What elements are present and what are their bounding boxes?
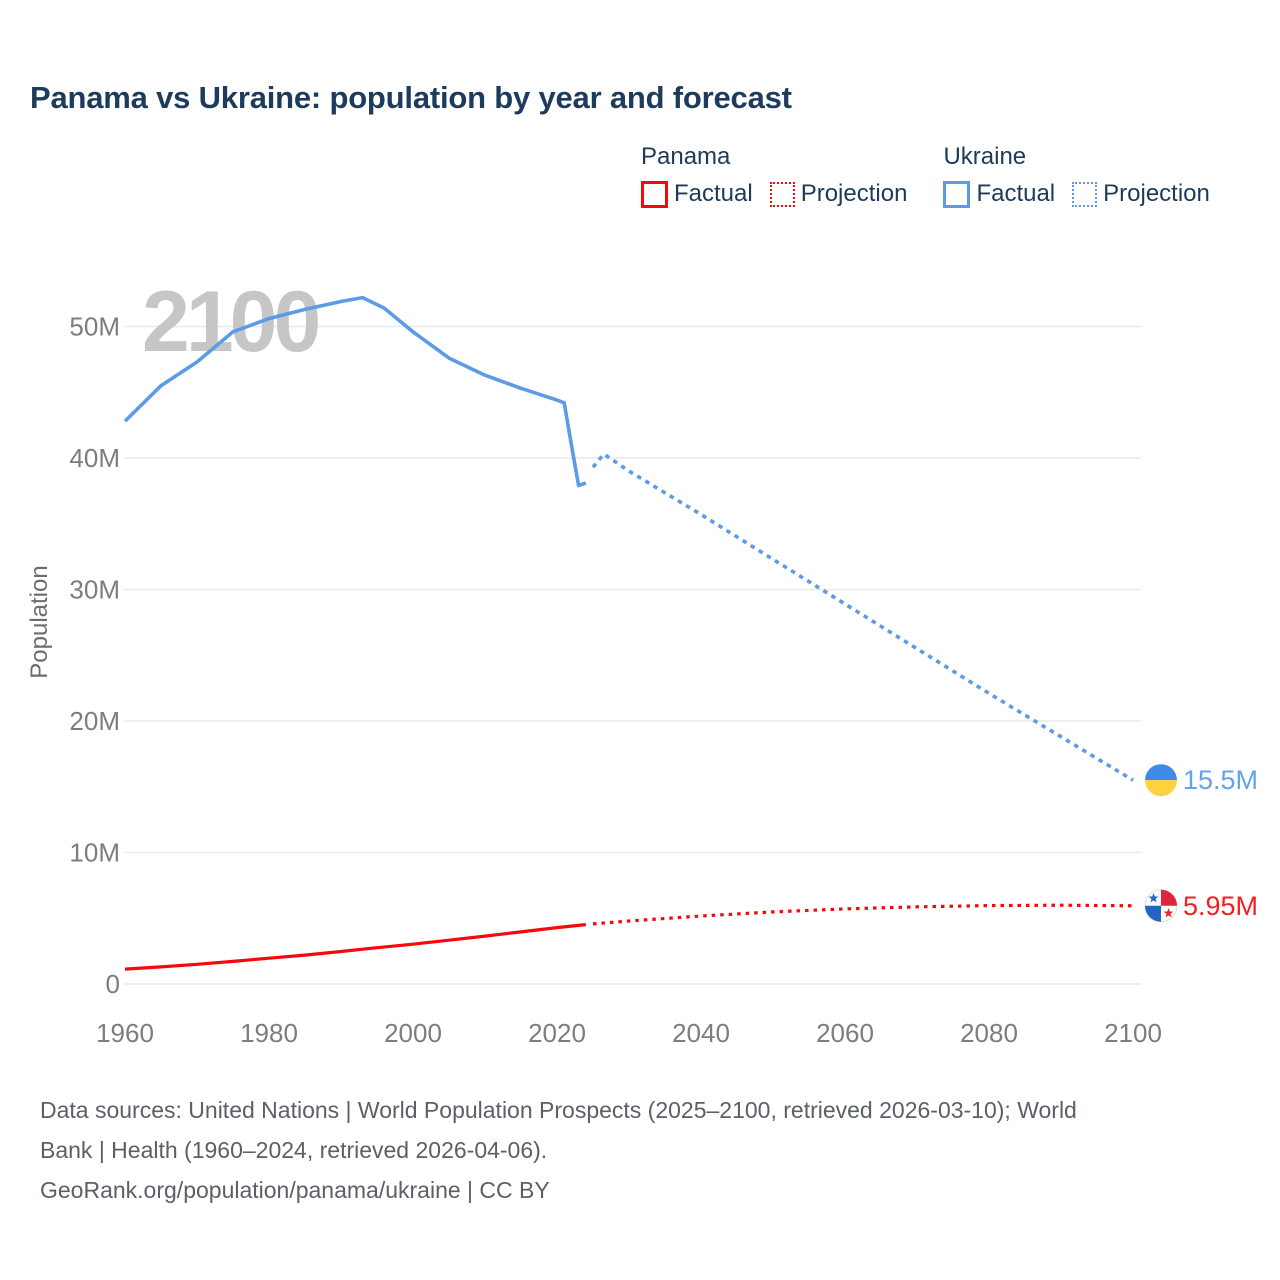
x-tick-label: 2000 <box>384 1018 442 1048</box>
y-axis-title: Population <box>26 565 53 678</box>
legend: Panama Factual Projection Ukraine Factua… <box>641 143 1210 208</box>
data-sources-line-1: Data sources: United Nations | World Pop… <box>40 1097 1077 1123</box>
ukraine-factual-swatch-icon <box>943 180 971 208</box>
page-title: Panama vs Ukraine: population by year an… <box>30 80 792 115</box>
y-tick-label: 30M <box>69 575 120 605</box>
x-tick-label: 2020 <box>528 1018 586 1048</box>
x-tick-label: 2080 <box>960 1018 1018 1048</box>
ukraine-factual-line <box>123 295 587 488</box>
panama-factual-line <box>124 923 586 971</box>
x-tick-label: 2040 <box>672 1018 730 1048</box>
panama-factual-label: Factual <box>674 180 753 207</box>
end-label-panama: 5.95M <box>1183 891 1258 921</box>
legend-group-panama: Panama Factual Projection <box>641 143 907 208</box>
y-tick-label: 10M <box>69 838 120 868</box>
y-tick-label: 50M <box>69 312 120 342</box>
attribution-link: GeoRank.org/population/panama/ukraine | … <box>40 1177 550 1203</box>
data-sources-line-2: Bank | Health (1960–2024, retrieved 2026… <box>40 1137 548 1163</box>
panama-projection-label: Projection <box>800 180 908 207</box>
ukraine-projection-swatch-icon <box>1072 181 1098 207</box>
ukraine-projection-line <box>591 452 1134 782</box>
panama-flag-icon <box>1144 889 1178 923</box>
legend-group-title-panama: Panama <box>641 143 731 170</box>
y-tick-label: 0 <box>106 969 120 999</box>
legend-group-ukraine: Ukraine Factual Projection <box>943 143 1210 208</box>
panama-factual-swatch-icon <box>641 180 668 208</box>
x-tick-label: 2060 <box>816 1018 874 1048</box>
legend-group-title-ukraine: Ukraine <box>943 143 1027 170</box>
ukraine-projection-label: Projection <box>1103 180 1210 207</box>
footer: Data sources: United Nations | World Pop… <box>40 1090 1240 1210</box>
ukraine-factual-label: Factual <box>976 180 1056 207</box>
watermark-year: 2100 <box>142 274 318 370</box>
x-tick-label: 1960 <box>96 1018 154 1048</box>
y-tick-label: 20M <box>69 706 120 736</box>
end-label-ukraine: 15.5M <box>1183 765 1258 795</box>
x-tick-label: 1980 <box>240 1018 298 1048</box>
panama-projection-line <box>592 903 1134 926</box>
x-tick-label: 2100 <box>1104 1018 1162 1048</box>
y-tick-label: 40M <box>69 443 120 473</box>
panama-projection-swatch-icon <box>769 181 795 207</box>
ukraine-flag-icon <box>1145 764 1177 797</box>
